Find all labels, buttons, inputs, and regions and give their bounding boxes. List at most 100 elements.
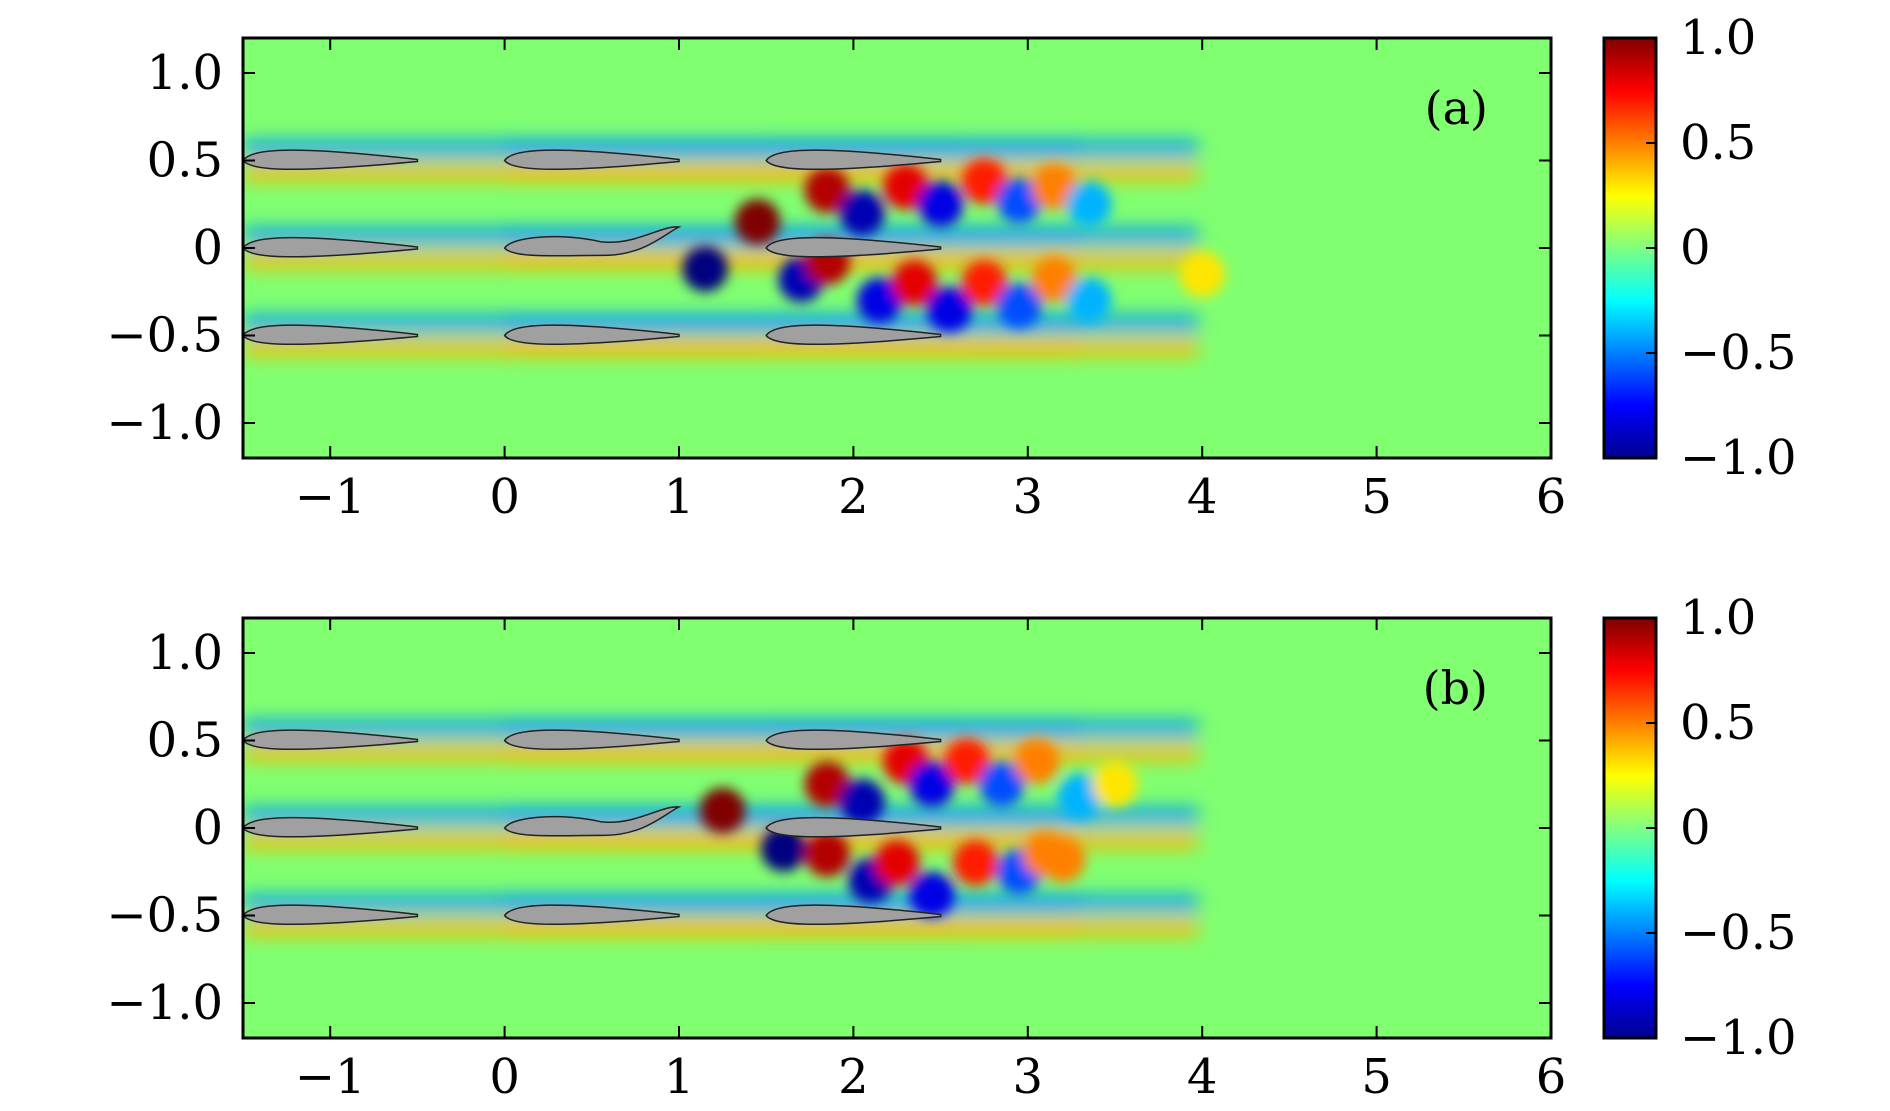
positive-vortex [734, 199, 781, 245]
colorbar-tick-label: −1.0 [1680, 1010, 1797, 1066]
y-tick-label: −1.0 [106, 975, 223, 1031]
negative-vortex [839, 779, 885, 825]
negative-vortex [1066, 181, 1112, 227]
airfoil [765, 149, 942, 171]
negative-vortex [926, 286, 972, 332]
panel-b: −1 0 1 2 3 4 5 6 1.0 0.5 0 −0.5 −1.0 (b) 1.0 0.5 0 −0.… [106, 590, 1796, 1105]
airfoil [243, 904, 419, 926]
positive-vortex [961, 158, 1007, 205]
x-tick-label: 4 [1187, 1049, 1218, 1105]
colorbar-tick-label: 1.0 [1680, 10, 1756, 66]
y-tick-label: 1.0 [147, 45, 223, 101]
positive-vortex [1013, 738, 1060, 785]
airfoil [243, 324, 419, 346]
negative-vortex [917, 181, 964, 227]
positive-vortex [1031, 164, 1077, 210]
wake-lower-layer [766, 251, 1198, 269]
panel-a: −1 0 1 2 3 4 5 6 1.0 0.5 0 −0.5 −1.0 (a) 1.0 0.5 0 −0.… [106, 10, 1796, 525]
x-axis: −1 0 1 2 3 4 5 6 [295, 38, 1566, 525]
x-tick-label: 0 [489, 1049, 520, 1105]
negative-vortex [978, 761, 1025, 807]
negative-vortex [1066, 277, 1112, 324]
colorbar-tick-label: 0.5 [1680, 115, 1756, 171]
y-axis: 1.0 0.5 0 −0.5 −1.0 [106, 625, 1551, 1031]
airfoil [243, 729, 419, 751]
airfoil [765, 816, 942, 838]
y-tick-label: 0 [192, 220, 223, 276]
negative-vortex [996, 283, 1042, 329]
colorbar [1602, 616, 1658, 1040]
positive-vortex [891, 260, 938, 306]
positive-vortex [699, 787, 746, 834]
colorbar-ticks: 1.0 0.5 0 −0.5 −1.0 [1646, 590, 1797, 1066]
wake-lower-layer [766, 339, 1198, 357]
airfoil [243, 236, 419, 258]
x-tick-label: 5 [1361, 469, 1392, 525]
airfoil [243, 149, 419, 171]
wake-lower-layer [766, 831, 1198, 849]
positive-vortex [804, 167, 850, 213]
airfoil [503, 904, 680, 926]
x-tick-label: 0 [489, 469, 520, 525]
airfoil [503, 806, 682, 837]
x-tick-label: −1 [295, 469, 366, 525]
negative-vortex [682, 246, 728, 292]
negative-vortex [760, 826, 807, 872]
y-axis: 1.0 0.5 0 −0.5 −1.0 [106, 45, 1551, 451]
y-tick-label: 0.5 [147, 713, 223, 769]
positive-vortex [874, 840, 920, 886]
x-axis: −1 0 1 2 3 4 5 6 [295, 618, 1566, 1105]
colorbar-tick-label: 0 [1680, 220, 1711, 276]
x-tick-label: 5 [1361, 1049, 1392, 1105]
airfoil [765, 729, 942, 751]
panel-label: (a) [1425, 81, 1488, 135]
airfoil [765, 236, 942, 258]
x-tick-label: 6 [1536, 1049, 1567, 1105]
negative-vortex [1057, 773, 1103, 820]
positive-vortex [1031, 256, 1077, 303]
colorbar-tick-label: −0.5 [1680, 905, 1797, 961]
vortex-layer [682, 158, 1225, 332]
positive-vortex [1179, 251, 1225, 297]
positive-vortex [804, 761, 850, 807]
y-tick-label: −0.5 [106, 308, 223, 364]
airfoil-layer [243, 729, 942, 926]
colorbar-tick-label: 1.0 [1680, 590, 1756, 646]
x-tick-label: 2 [838, 469, 869, 525]
x-tick-label: 3 [1013, 1049, 1044, 1105]
airfoil [503, 149, 680, 171]
colorbar-tick-label: −0.5 [1680, 325, 1797, 381]
airfoil [503, 324, 680, 346]
colorbar-tick-label: 0.5 [1680, 695, 1756, 751]
negative-vortex [839, 190, 885, 236]
positive-vortex [1092, 761, 1138, 807]
positive-vortex [952, 840, 999, 886]
positive-vortex [944, 738, 990, 785]
x-tick-label: −1 [295, 1049, 366, 1105]
x-tick-label: 1 [664, 1049, 695, 1105]
negative-vortex [909, 871, 955, 918]
airfoil [503, 729, 680, 751]
airfoil [765, 324, 942, 346]
airfoil [243, 816, 419, 838]
airfoil [765, 904, 942, 926]
x-tick-label: 2 [838, 1049, 869, 1105]
x-tick-label: 1 [664, 469, 695, 525]
positive-vortex [961, 260, 1007, 306]
wake-lower-layer [766, 919, 1198, 937]
x-tick-label: 3 [1013, 469, 1044, 525]
y-tick-label: −0.5 [106, 888, 223, 944]
positive-vortex [804, 831, 850, 877]
y-tick-label: 0 [192, 800, 223, 856]
y-tick-label: −1.0 [106, 395, 223, 451]
y-tick-label: 1.0 [147, 625, 223, 681]
vortex-layer [699, 738, 1138, 918]
colorbar-ticks: 1.0 0.5 0 −0.5 −1.0 [1646, 10, 1797, 486]
airfoil [503, 226, 682, 257]
x-tick-label: 4 [1187, 469, 1218, 525]
y-tick-label: 0.5 [147, 133, 223, 189]
colorbar-tick-label: −1.0 [1680, 430, 1797, 486]
airfoil-layer [243, 149, 942, 346]
negative-vortex [909, 761, 955, 807]
